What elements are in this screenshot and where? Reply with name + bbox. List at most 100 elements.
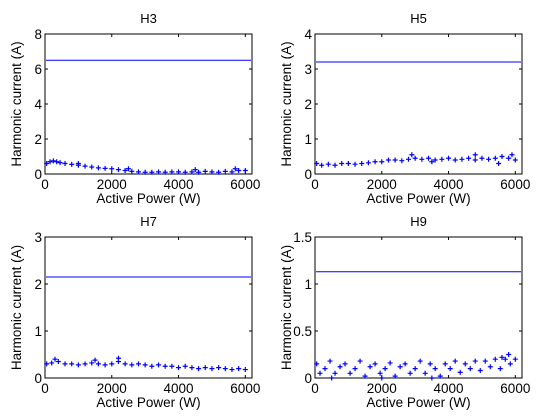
- data-point: [54, 159, 60, 165]
- data-point: [47, 159, 53, 165]
- data-point: [419, 156, 425, 162]
- data-point: [319, 162, 325, 168]
- data-point: [462, 361, 468, 367]
- data-point: [182, 363, 188, 369]
- data-point: [477, 367, 483, 373]
- data-point: [506, 155, 512, 161]
- data-point: [367, 364, 373, 370]
- data-point: [429, 375, 435, 381]
- y-tick-label: 0.5: [293, 324, 312, 339]
- y-axis-label: Harmonic current (A): [9, 245, 24, 370]
- data-point: [202, 365, 208, 371]
- data-point: [482, 358, 488, 364]
- x-tick-label: 4000: [434, 177, 464, 192]
- data-point: [502, 356, 508, 362]
- chart-h7: H7 0 2000 4000 6000 0 1 2 3 Active Power (W) Harmo…: [9, 214, 260, 410]
- data-point: [242, 168, 248, 173]
- y-tick-label: 1: [34, 324, 42, 339]
- data-point: [342, 361, 348, 367]
- data-point: [216, 365, 222, 371]
- data-point: [332, 370, 338, 376]
- data-point: [109, 166, 115, 172]
- y-tick-label: 2: [34, 277, 42, 292]
- data-point: [512, 157, 518, 163]
- data-point: [352, 161, 358, 167]
- data-point: [129, 362, 135, 368]
- x-axis-label: Active Power (W): [96, 395, 200, 410]
- data-point: [57, 160, 63, 166]
- data-point: [507, 361, 513, 367]
- data-point: [432, 157, 438, 163]
- data-point: [385, 157, 391, 163]
- x-tick-label: 6000: [500, 381, 530, 396]
- data-point: [189, 169, 195, 175]
- data-point: [142, 169, 148, 175]
- data-point: [109, 361, 115, 367]
- data-point: [162, 169, 168, 175]
- y-tick-label: 0: [34, 167, 42, 182]
- data-point: [365, 160, 371, 166]
- axes-frame: [314, 33, 523, 175]
- data-point: [95, 165, 101, 171]
- data-point: [176, 365, 182, 371]
- data-point: [142, 362, 148, 368]
- data-point: [242, 367, 248, 373]
- data-point: [407, 370, 413, 376]
- data-point: [437, 373, 443, 379]
- y-tick-label: 0: [304, 371, 312, 386]
- data-point: [487, 364, 493, 370]
- data-point: [189, 365, 195, 371]
- data-point: [329, 375, 335, 381]
- data-point: [432, 366, 438, 372]
- data-point: [169, 169, 175, 175]
- data-point: [314, 361, 320, 367]
- data-point: [512, 356, 518, 362]
- data-point: [89, 360, 95, 366]
- data-point: [222, 168, 228, 174]
- data-point: [452, 157, 458, 163]
- data-point: [362, 373, 368, 379]
- data-point: [62, 161, 68, 166]
- data-point: [69, 161, 75, 167]
- data-point: [332, 162, 338, 168]
- data-point: [149, 363, 155, 369]
- data-point: [439, 156, 445, 162]
- data-point: [447, 366, 453, 372]
- data-point: [115, 167, 121, 173]
- data-point: [196, 366, 202, 372]
- x-tick-label: 4000: [164, 177, 194, 192]
- data-point: [325, 161, 331, 167]
- data-point: [129, 168, 135, 174]
- data-point: [357, 358, 363, 364]
- data-point: [236, 366, 242, 372]
- data-point: [472, 358, 478, 364]
- data-point: [446, 155, 452, 161]
- data-point: [89, 164, 95, 170]
- y-tick-label: 8: [34, 27, 42, 42]
- data-point: [426, 155, 432, 161]
- data-point: [52, 356, 58, 362]
- data-point: [392, 157, 398, 163]
- axes-frame: [44, 33, 253, 175]
- data-point: [44, 361, 50, 367]
- data-point: [457, 369, 463, 375]
- y-axis-label: Harmonic current (A): [9, 41, 24, 166]
- data-point: [55, 359, 61, 365]
- data-point: [466, 155, 472, 161]
- data-point: [472, 157, 478, 163]
- data-point: [162, 363, 168, 369]
- data-point: [506, 352, 512, 357]
- data-point: [409, 152, 415, 158]
- y-tick-label: 0: [304, 167, 312, 182]
- data-point: [339, 161, 345, 166]
- data-point: [209, 169, 215, 175]
- data-point: [347, 370, 353, 376]
- data-point: [322, 366, 328, 372]
- x-tick-label: 0: [41, 177, 49, 192]
- data-point: [382, 366, 388, 372]
- x-tick-label: 0: [311, 381, 319, 396]
- y-tick-label: 0: [34, 371, 42, 386]
- data-point: [135, 361, 141, 367]
- data-point: [345, 161, 351, 166]
